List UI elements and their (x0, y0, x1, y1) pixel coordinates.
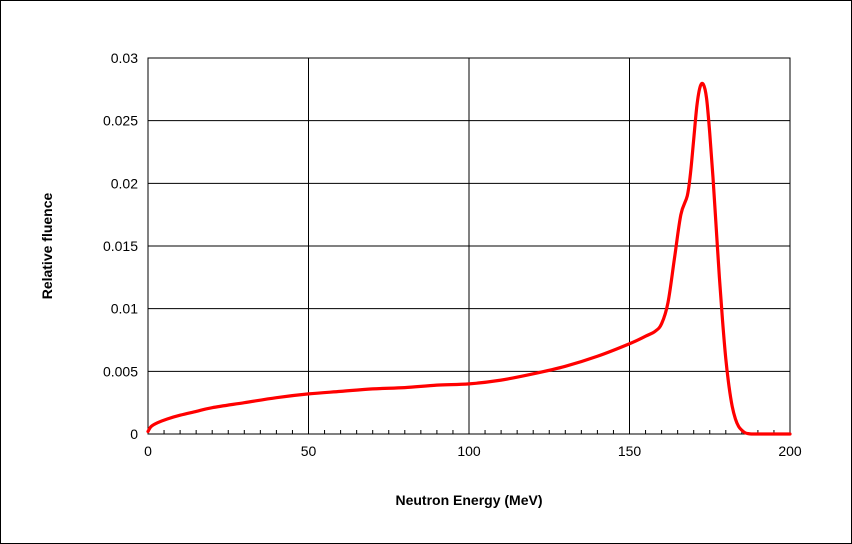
y-tick-label: 0.015 (103, 238, 138, 254)
y-tick-label: 0.01 (111, 301, 138, 317)
grid-lines (148, 58, 790, 434)
x-tick-label: 0 (144, 443, 152, 459)
series-line (146, 81, 792, 436)
series-layer (146, 81, 792, 436)
x-tick-label: 200 (778, 443, 802, 459)
x-tick-label: 100 (457, 443, 481, 459)
y-tick-labels: 0 0.005 0.01 0.015 0.02 0.025 0.03 (103, 50, 138, 442)
x-axis-title: Neutron Energy (MeV) (395, 492, 542, 508)
y-tick-label: 0.025 (103, 113, 138, 129)
y-tick-label: 0 (130, 426, 138, 442)
x-tick-label: 150 (618, 443, 642, 459)
y-tick-label: 0.03 (111, 50, 138, 66)
x-tick-label: 50 (301, 443, 317, 459)
y-axis-title: Relative fluence (39, 192, 55, 299)
x-tick-labels: 0 50 100 150 200 (144, 443, 802, 459)
minor-ticks (147, 428, 791, 434)
y-tick-label: 0.005 (103, 363, 138, 379)
y-tick-label: 0.02 (111, 175, 138, 191)
plot-area (147, 57, 791, 435)
